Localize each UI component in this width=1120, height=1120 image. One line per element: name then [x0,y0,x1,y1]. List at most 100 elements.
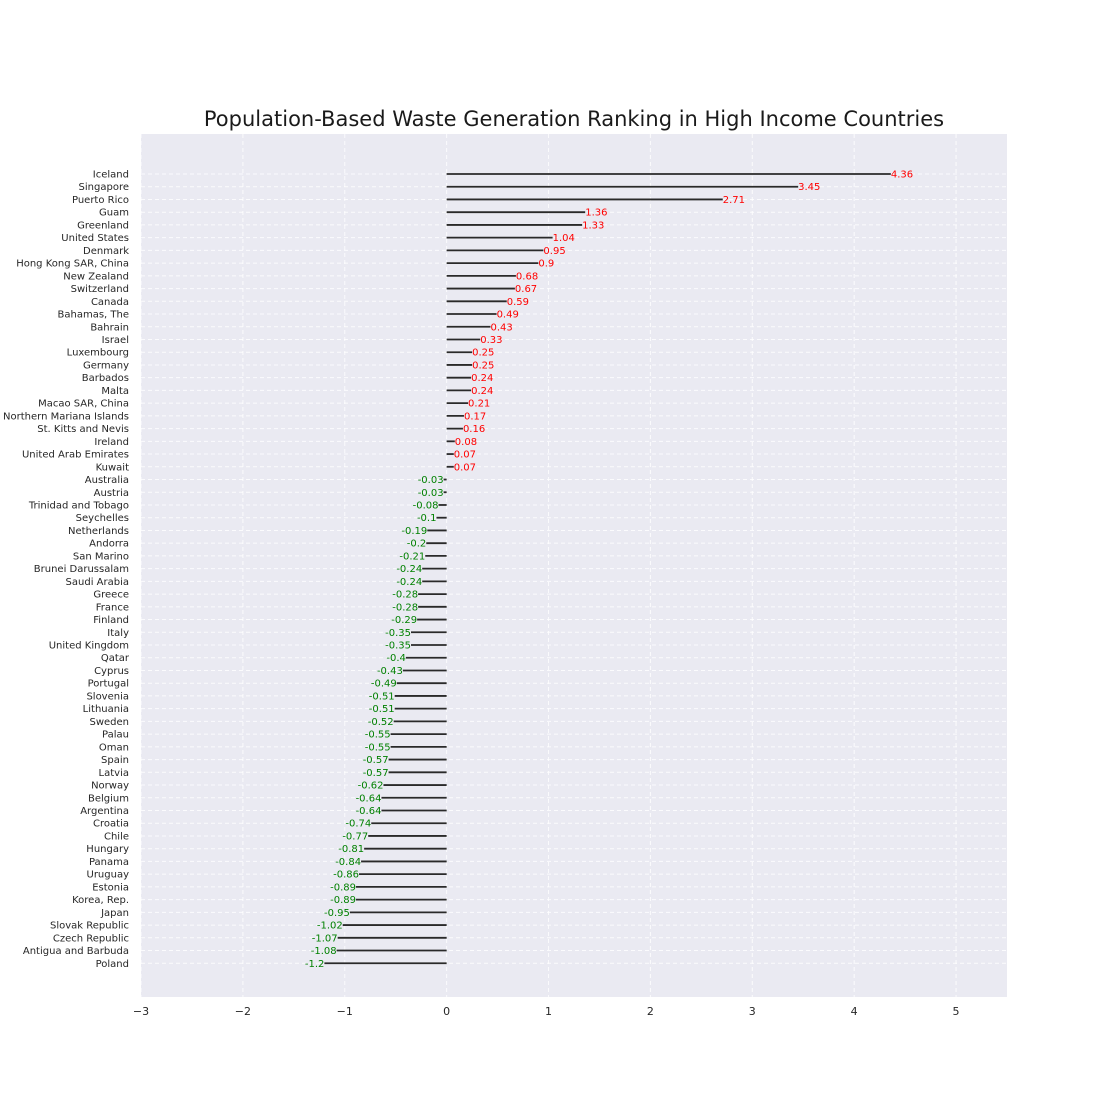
category-label: Panama [89,857,129,868]
category-label: Korea, Rep. [72,895,129,906]
value-label: -0.95 [324,908,350,919]
value-label: -0.4 [386,653,406,664]
category-label: United States [61,233,129,244]
x-tick-label: −2 [235,1005,251,1018]
category-label: Iceland [93,170,129,181]
value-labels: 4.36 3.45 2.71 1.361.33 1.04 0.95 0.90.68 0.67 0… [305,170,913,970]
category-label: San Marino [73,551,129,562]
value-label: -0.43 [377,666,403,677]
category-label: Singapore [79,182,129,193]
category-label: Puerto Rico [72,195,129,206]
category-label: France [96,602,129,613]
category-label: Kuwait [96,462,129,473]
category-label: Hong Kong SAR, China [16,259,129,270]
value-label: 0.25 [472,348,494,359]
category-label: Sweden [89,717,129,728]
chart-title: Population-Based Waste Generation Rankin… [203,107,945,131]
category-label: Macao SAR, China [38,399,129,410]
value-label: -0.08 [413,500,439,511]
category-label: Trinidad and Tobago [28,500,129,511]
value-label: -0.2 [407,539,427,550]
value-label: -0.57 [363,768,389,779]
category-label: St. Kitts and Nevis [37,424,129,435]
category-label: Northern Mariana Islands [3,411,129,422]
value-label: 0.67 [515,284,537,295]
value-label: -0.62 [358,781,384,792]
x-tick-label: 2 [647,1005,654,1018]
category-label: Andorra [89,539,129,550]
value-label: 0.08 [455,437,477,448]
category-label: Greenland [77,220,129,231]
category-label: Seychelles [76,513,129,524]
value-label: -0.24 [396,577,422,588]
category-label: Canada [91,297,129,308]
value-label: -0.28 [392,590,418,601]
category-label: Palau [102,730,129,741]
value-label: -0.29 [391,615,417,626]
category-label: United Kingdom [49,641,129,652]
value-label: -0.28 [392,602,418,613]
category-label: Israel [102,335,129,346]
value-label: 1.33 [582,220,604,231]
category-label: Estonia [92,882,129,893]
x-tick-label: 0 [443,1005,450,1018]
value-label: 4.36 [891,170,913,181]
category-label: Barbados [82,373,129,384]
category-label: Poland [96,959,129,970]
category-label: Saudi Arabia [66,577,129,588]
category-label: Croatia [93,819,129,830]
category-label: Argentina [80,806,129,817]
category-label: Guam [99,208,129,219]
grid-layer [140,134,1007,997]
category-label: Uruguay [87,870,130,881]
value-label: 0.17 [464,411,486,422]
value-label: 0.43 [490,322,512,333]
value-label: 1.04 [553,233,575,244]
value-label: -0.03 [418,475,444,486]
category-label: Lithuania [83,704,129,715]
value-label: -0.64 [356,793,382,804]
category-label: Finland [93,615,129,626]
value-label: 0.95 [543,246,565,257]
category-label: Czech Republic [53,933,129,944]
value-label: 0.24 [471,373,493,384]
category-label: New Zealand [63,271,129,282]
category-label: Switzerland [71,284,129,295]
x-axis-ticks: −3 −2 −1 0 1 2 3 4 5 [133,1005,960,1018]
value-label: -0.77 [342,831,368,842]
bars-layer [324,173,891,965]
x-tick-label: −3 [133,1005,149,1018]
category-label: Slovenia [86,691,129,702]
category-label: Luxembourg [67,348,129,359]
value-label: -0.89 [330,882,356,893]
x-tick-label: 3 [749,1005,756,1018]
value-label: -0.64 [356,806,382,817]
value-label: -0.84 [335,857,361,868]
value-label: 2.71 [723,195,745,206]
x-tick-label: 1 [545,1005,552,1018]
x-tick-label: −1 [337,1005,353,1018]
value-label: -0.89 [330,895,356,906]
category-label: Qatar [101,653,130,664]
value-label: -0.35 [385,628,411,639]
value-label: -0.55 [365,730,391,741]
value-label: -1.08 [311,946,337,957]
value-label: -0.81 [338,844,364,855]
value-label: -0.51 [369,704,395,715]
value-label: -0.74 [345,819,371,830]
value-label: 0.68 [516,271,538,282]
value-label: -0.1 [417,513,437,524]
value-label: 0.07 [454,450,476,461]
category-label: Japan [100,908,129,919]
value-label: -1.2 [305,959,325,970]
value-label: -0.55 [365,742,391,753]
category-label: United Arab Emirates [22,450,129,461]
category-label: Portugal [88,679,129,690]
value-label: -0.52 [368,717,394,728]
x-tick-label: 4 [851,1005,858,1018]
category-label: Germany [83,360,129,371]
value-label: 0.21 [468,399,490,410]
value-label: 1.36 [585,208,607,219]
value-label: -0.86 [333,870,359,881]
